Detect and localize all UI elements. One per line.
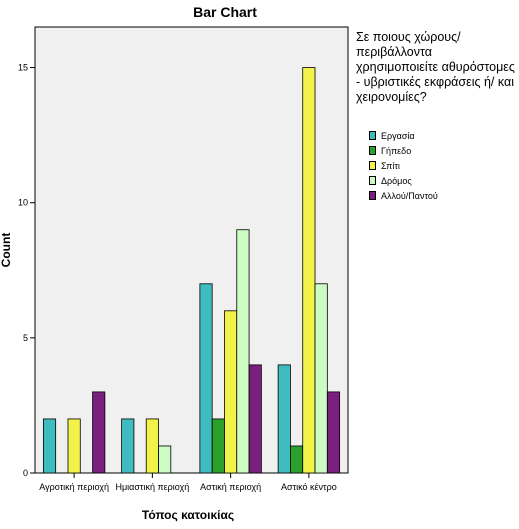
legend-title: Σε ποιους χώρους/περιβάλλοντα χρησιμοποι… — [356, 30, 515, 104]
legend-swatch — [369, 161, 376, 170]
plot-area — [34, 26, 349, 474]
legend-swatch — [369, 191, 376, 200]
bar-2-0 — [199, 283, 213, 474]
legend-label: Δρόμος — [381, 175, 412, 186]
bar-3-1 — [290, 445, 304, 474]
bars — [42, 67, 341, 474]
x-tick-label: Αστικό κέντρο — [281, 482, 337, 492]
x-axis: Αγροτική περιοχή Ημιαστική περιοχή Αστική … — [39, 473, 337, 492]
legend-entry: Δρόμος — [369, 173, 438, 188]
chart-title: Bar Chart — [193, 4, 257, 20]
legend-entry: Εργασία — [369, 128, 438, 143]
bar-0-0 — [42, 418, 57, 474]
bar-0-4 — [92, 391, 106, 474]
legend-label: Εργασία — [381, 130, 415, 141]
legend-label: Σπίτι — [381, 160, 400, 171]
y-axis-label: Count — [0, 233, 13, 268]
legend-label: Γήπεδο — [381, 145, 412, 156]
bar-2-4 — [248, 364, 262, 474]
y-tick-label: 5 — [23, 333, 28, 343]
legend-entry: Γήπεδο — [369, 143, 438, 158]
legend-swatch — [369, 131, 376, 140]
x-tick-label: Αγροτική περιοχή — [39, 482, 109, 492]
bar-2-2 — [224, 310, 238, 474]
legend-label: Αλλού/Παντού — [381, 190, 438, 201]
x-axis-label: Τόπος κατοικίας — [142, 508, 234, 522]
bar-3-2 — [302, 67, 316, 474]
x-tick-label: Ημιαστική περιοχή — [115, 482, 189, 492]
x-tick-label: Αστική περιοχή — [200, 482, 261, 492]
y-tick-label: 10 — [18, 198, 28, 208]
bar-2-3 — [236, 229, 250, 474]
legend-swatch — [369, 146, 376, 155]
legend-entry: Σπίτι — [369, 158, 438, 173]
y-tick-label: 15 — [18, 63, 28, 73]
bar-0-2 — [67, 418, 81, 474]
y-tick-label: 0 — [23, 468, 28, 478]
bar-3-3 — [314, 283, 328, 474]
legend: Εργασία Γήπεδο Σπίτι Δρόμος Αλλού/Παντού — [369, 128, 438, 203]
bar-1-2 — [145, 418, 159, 474]
legend-entry: Αλλού/Παντού — [369, 188, 438, 203]
bar-1-3 — [158, 445, 172, 474]
bar-1-0 — [121, 418, 135, 474]
legend-swatch — [369, 176, 376, 185]
bar-3-4 — [326, 391, 341, 474]
bar-2-1 — [211, 418, 225, 474]
y-axis: 0 5 10 15 — [18, 63, 35, 478]
bar-3-0 — [277, 364, 291, 474]
